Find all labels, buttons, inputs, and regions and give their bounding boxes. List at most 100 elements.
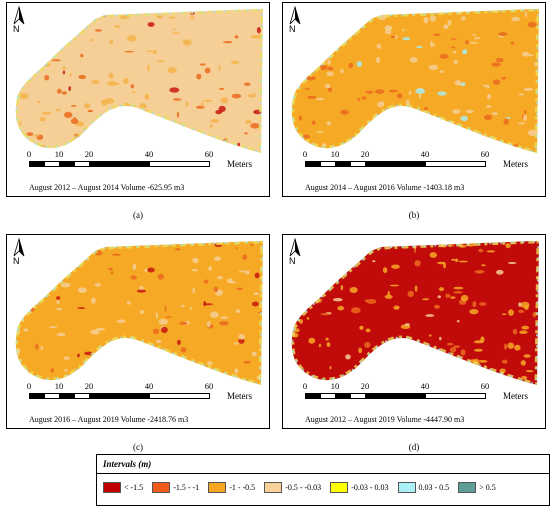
scale-segment — [44, 161, 60, 167]
legend-swatch — [330, 482, 349, 493]
map-panel-a: N 0 10 20 40 60 Meters August 2012 – August 201… — [6, 2, 270, 197]
legend-item-label: -1.5 - -1 — [173, 483, 200, 492]
elevation-map — [15, 241, 263, 385]
scale-unit: Meters — [227, 391, 252, 401]
scale-segment — [29, 393, 45, 399]
legend: Intervals (m) < -1.5 -1.5 - -1 -1 - -0.5… — [96, 454, 550, 506]
scale-tick-label: 40 — [144, 381, 154, 391]
scale-tick-label: 40 — [420, 381, 430, 391]
legend-item: -0.03 - 0.03 — [330, 482, 389, 493]
scale-segment — [320, 161, 336, 167]
map-panel-b: N 0 10 20 40 60 Meters August 2014 – August 201… — [282, 2, 546, 197]
scale-tick-label: 10 — [330, 381, 340, 391]
north-arrow: N — [287, 238, 303, 266]
scale-unit: Meters — [227, 159, 252, 169]
north-arrow: N — [11, 6, 27, 34]
scale-segment — [350, 393, 366, 399]
legend-swatch — [103, 482, 121, 493]
scale-segment — [425, 393, 486, 399]
north-arrow-icon — [289, 238, 301, 257]
north-label: N — [289, 24, 296, 34]
north-label: N — [289, 256, 296, 266]
scale-tick-label: 40 — [144, 149, 154, 159]
elevation-map — [15, 9, 263, 153]
study-area-surface — [291, 9, 539, 153]
legend-item: -0.5 - -0.03 — [264, 482, 321, 493]
legend-item-label: > 0.5 — [479, 483, 496, 492]
scale-segment — [59, 161, 75, 167]
legend-item-label: -1 - -0.5 — [229, 483, 256, 492]
legend-item-label: 0.03 - 0.5 — [418, 483, 450, 492]
legend-item-label: -0.5 - -0.03 — [285, 483, 322, 492]
scale-segment — [320, 393, 336, 399]
panel-label-a: (a) — [133, 210, 143, 220]
elevation-map — [291, 9, 539, 153]
north-arrow-icon — [289, 6, 301, 25]
scale-unit: Meters — [503, 391, 528, 401]
scale-tick-label: 20 — [360, 149, 370, 159]
legend-swatch — [458, 482, 477, 493]
panel-label-d: (d) — [408, 442, 420, 452]
scale-segment — [365, 161, 426, 167]
scale-tick-label: 0 — [26, 381, 32, 391]
legend-title: Intervals (m) — [103, 459, 152, 469]
scale-tick-label: 60 — [480, 381, 490, 391]
scale-bar: 0 10 20 40 60 Meters — [21, 381, 261, 411]
legend-swatch — [208, 482, 227, 493]
legend-item: 0.03 - 0.5 — [397, 482, 450, 493]
panel-caption: August 2012 – August 2014 Volume -625.95… — [29, 183, 185, 192]
scale-segment — [365, 393, 426, 399]
legend-item: < -1.5 — [103, 482, 143, 493]
study-area-surface — [15, 241, 263, 385]
elevation-map — [291, 241, 539, 385]
scale-segment — [350, 161, 366, 167]
legend-swatch — [397, 482, 416, 493]
legend-item: -1.5 - -1 — [152, 482, 199, 493]
scale-bar: 0 10 20 40 60 Meters — [297, 381, 537, 411]
scale-segment — [74, 161, 90, 167]
scale-segment — [89, 161, 150, 167]
scale-segment — [44, 393, 60, 399]
scale-tick-label: 10 — [54, 381, 64, 391]
scale-segment — [335, 161, 351, 167]
scale-segment — [29, 161, 45, 167]
scale-segment — [59, 393, 75, 399]
scale-tick-label: 0 — [302, 381, 308, 391]
panel-caption: August 2014 – August 2016 Volume -1403.1… — [305, 183, 465, 192]
scale-segment — [305, 393, 321, 399]
scale-tick-label: 60 — [480, 149, 490, 159]
north-label: N — [13, 24, 20, 34]
north-arrow-icon — [13, 6, 25, 25]
legend-divider — [97, 473, 549, 474]
scale-segment — [149, 393, 210, 399]
scale-bar: 0 10 20 40 60 Meters — [21, 149, 261, 179]
scale-tick-label: 20 — [360, 381, 370, 391]
scale-segment — [149, 161, 210, 167]
map-panel-d: N 0 10 20 40 60 Meters August 2012 – August 201… — [282, 234, 546, 429]
legend-swatch — [152, 482, 171, 493]
legend-swatch — [264, 482, 283, 493]
panel-caption: August 2012 – August 2019 Volume -4447.9… — [305, 415, 465, 424]
scale-unit: Meters — [503, 159, 528, 169]
legend-item: > 0.5 — [458, 482, 496, 493]
scale-tick-label: 20 — [84, 149, 94, 159]
scale-segment — [335, 393, 351, 399]
legend-item: -1 - -0.5 — [208, 482, 255, 493]
scale-tick-label: 0 — [26, 149, 32, 159]
north-arrow: N — [11, 238, 27, 266]
scale-segment — [89, 393, 150, 399]
scale-tick-label: 40 — [420, 149, 430, 159]
scale-tick-label: 10 — [330, 149, 340, 159]
panel-label-c: (c) — [133, 442, 143, 452]
panel-label-b: (b) — [408, 210, 420, 220]
scale-segment — [74, 393, 90, 399]
scale-tick-label: 20 — [84, 381, 94, 391]
north-arrow-icon — [13, 238, 25, 257]
legend-item-label: -0.03 - 0.03 — [351, 483, 389, 492]
scale-tick-label: 60 — [204, 149, 214, 159]
panel-caption: August 2016 – August 2019 Volume -2418.7… — [29, 415, 189, 424]
north-arrow: N — [287, 6, 303, 34]
study-area-surface — [15, 9, 263, 153]
scale-bar: 0 10 20 40 60 Meters — [297, 149, 537, 179]
map-panel-c: N 0 10 20 40 60 Meters August 2016 – August 201… — [6, 234, 270, 429]
